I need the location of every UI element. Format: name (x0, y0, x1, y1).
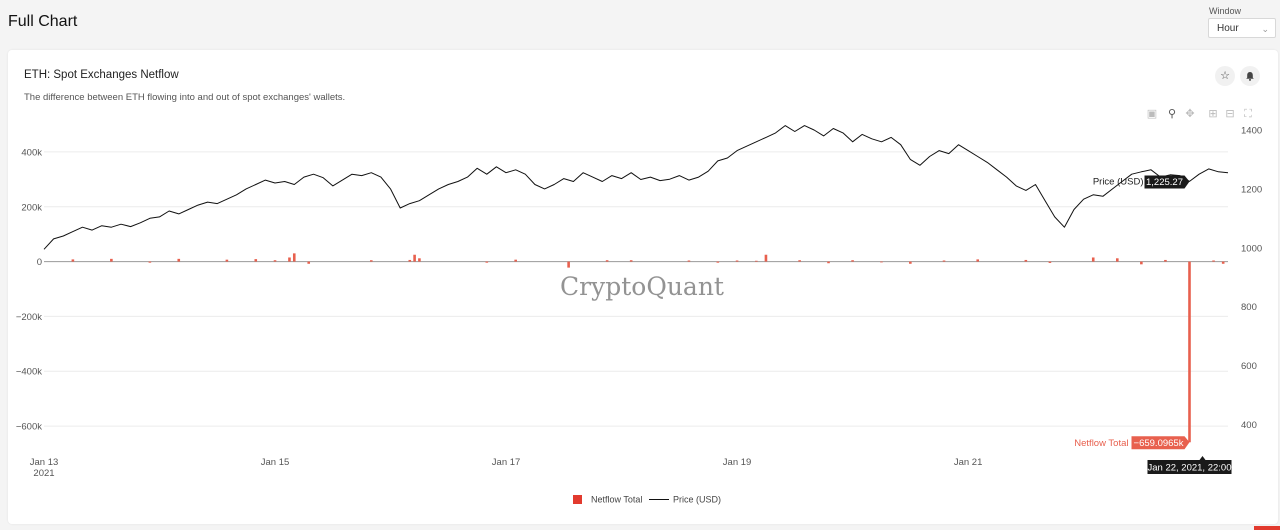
netflow-hover-box (1131, 436, 1190, 450)
x-tick-label: Jan 21 (954, 457, 983, 468)
netflow-bar (827, 261, 830, 264)
netflow-bar (1188, 261, 1191, 443)
y-right-tick-label: 400 (1241, 420, 1257, 431)
x-tick-label: Jan 19 (723, 457, 752, 468)
x-tick-sublabel: 2021 (33, 468, 54, 479)
price-hover-box (1144, 175, 1190, 189)
y-left-tick-label: −400k (16, 367, 42, 378)
netflow-bar (514, 259, 517, 262)
chart-title: ETH: Spot Exchanges Netflow (24, 69, 179, 81)
netflow-bar (1140, 261, 1143, 265)
x-tick-label: Jan 17 (492, 457, 521, 468)
pan-icon[interactable]: ✥ (1185, 108, 1195, 120)
netflow-bar (1091, 257, 1095, 262)
window-label: Window (1209, 6, 1242, 16)
netflow-bar (1221, 261, 1225, 264)
legend-netflow-label: Netflow Total (591, 495, 642, 505)
window-select-value: Hour (1217, 23, 1239, 34)
star-icon: ☆ (1220, 70, 1230, 82)
chart-card: ETH: Spot Exchanges Netflow The differen… (8, 50, 1278, 524)
netflow-bar (292, 253, 296, 262)
price-hover-name: Price (USD) (1093, 176, 1144, 187)
netflow-bar (716, 261, 720, 263)
camera-icon[interactable]: ▣ (1146, 108, 1158, 120)
legend-netflow-swatch (573, 495, 582, 504)
chevron-down-icon: ⌄ (1261, 24, 1269, 34)
alert-button[interactable] (1240, 66, 1260, 86)
netflow-hover-value: −659.0965k (1134, 438, 1184, 449)
chart-subtitle: The difference between ETH flowing into … (24, 92, 346, 103)
corner-accent (1254, 526, 1280, 530)
netflow-bar (288, 257, 291, 262)
netflow-bar (851, 260, 854, 262)
y-left-tick-label: 0 (37, 257, 42, 268)
netflow-bar (225, 259, 229, 262)
netflow-bar (687, 260, 691, 262)
legend-price-label: Price (USD) (673, 495, 721, 505)
netflow-bar (307, 261, 311, 264)
netflow-bar (942, 260, 946, 262)
zoom-icon[interactable]: ⚲ (1167, 108, 1177, 120)
price-hover-value: 1,225.27 (1146, 177, 1183, 188)
netflow-bar (1164, 259, 1167, 262)
y-right-tick-label: 600 (1241, 361, 1257, 372)
netflow-bar (755, 260, 758, 262)
date-hover-box (1147, 460, 1232, 474)
y-left-tick-label: −200k (16, 312, 42, 323)
window-select[interactable]: Hour ⌄ (1208, 18, 1276, 38)
netflow-bar (880, 261, 883, 263)
date-hover-value: Jan 22, 2021, 22:00 (1147, 463, 1231, 474)
netflow-bar (273, 260, 277, 262)
netflow-bar (1024, 259, 1028, 262)
netflow-bar (1212, 260, 1215, 262)
netflow-bar (976, 259, 980, 262)
bell-icon (1246, 72, 1254, 81)
netflow-bar (764, 254, 768, 262)
netflow-bar (605, 260, 609, 262)
netflow-bar (71, 259, 75, 262)
x-tick-label: Jan 15 (261, 457, 290, 468)
page-title: Full Chart (8, 13, 78, 30)
y-left-tick-label: 400k (21, 147, 42, 158)
watermark: CryptoQuant (560, 272, 724, 301)
date-hover-pointer (1199, 456, 1206, 460)
favorite-button[interactable]: ☆ (1215, 66, 1235, 86)
netflow-bar (408, 259, 412, 262)
y-right-tick-label: 1400 (1241, 126, 1262, 137)
netflow-bar (110, 258, 113, 262)
netflow-bar (1116, 258, 1119, 262)
netflow-bar (567, 261, 570, 268)
netflow-bar (629, 260, 633, 262)
netflow-bar (254, 259, 258, 262)
y-left-tick-label: −600k (16, 422, 42, 433)
netflow-bar (369, 260, 373, 262)
netflow-bar (177, 258, 181, 262)
autoscale-icon[interactable]: ⛶ (1244, 108, 1252, 120)
zoom-in-icon[interactable]: ⊞ (1208, 108, 1218, 120)
netflow-bar (735, 260, 739, 262)
y-left-tick-label: 200k (21, 202, 42, 213)
y-right-tick-label: 1000 (1241, 243, 1262, 254)
netflow-bar (418, 258, 421, 262)
price-line (43, 125, 1229, 250)
netflow-bar (909, 261, 912, 264)
netflow-bar (798, 260, 801, 262)
netflow-bar (1048, 261, 1052, 263)
zoom-out-icon[interactable]: ⊟ (1225, 108, 1235, 120)
x-tick-label: Jan 13 (30, 457, 59, 468)
y-right-tick-label: 800 (1241, 302, 1257, 313)
netflow-hover-name: Netflow Total (1074, 438, 1128, 449)
y-right-tick-label: 1200 (1241, 184, 1262, 195)
netflow-bar (148, 261, 152, 263)
netflow-bar (413, 254, 416, 262)
netflow-bar (485, 261, 489, 263)
